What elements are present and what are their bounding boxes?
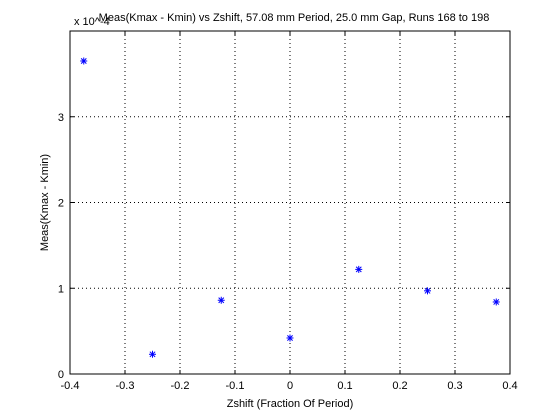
chart-title: Meas(Kmax - Kmin) vs Zshift, 57.08 mm Pe… [99, 12, 490, 24]
x-tick-label: -0.3 [116, 380, 135, 392]
data-point [149, 350, 156, 358]
x-tick-label: -0.4 [61, 380, 80, 392]
data-point [80, 57, 88, 65]
x-axis-label: Zshift (Fraction Of Period) [227, 398, 354, 410]
x-tick-label: 0.4 [502, 380, 517, 392]
x-tick-label: 0 [287, 380, 293, 392]
data-point [424, 287, 431, 295]
data-point-stroke [424, 287, 431, 294]
data-point [355, 265, 363, 273]
data-point [286, 334, 294, 342]
x-tick-label: -0.2 [171, 380, 190, 392]
y-axis-label: Meas(Kmax - Kmin) [39, 154, 51, 251]
data-point-stroke [287, 335, 293, 341]
data-point-stroke [80, 58, 87, 64]
y-axis-exponent: x 10^-4 [74, 16, 110, 28]
data-points [80, 57, 500, 358]
data-point [217, 296, 225, 304]
data-point [492, 298, 500, 306]
ticks: -0.4 -0.3 -0.2 -0.1 0 0.1 0.2 0.3 0.4 0 1 2 3 [58, 31, 518, 392]
data-point-stroke [149, 351, 156, 358]
grid [70, 31, 510, 374]
x-tick-label: 0.2 [392, 380, 407, 392]
y-tick-label: 2 [58, 198, 64, 210]
y-tick-label: 0 [58, 369, 64, 381]
x-tick-label: -0.1 [226, 380, 245, 392]
x-tick-label: 0.1 [337, 380, 352, 392]
data-point-stroke [218, 297, 225, 304]
y-tick-label: 3 [58, 112, 64, 124]
data-point-stroke [493, 299, 500, 305]
x-tick-label: 0.3 [447, 380, 462, 392]
data-point-stroke [355, 266, 362, 273]
y-tick-label: 1 [58, 283, 64, 295]
